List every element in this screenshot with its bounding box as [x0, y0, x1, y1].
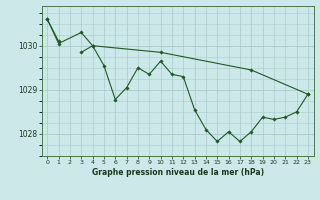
X-axis label: Graphe pression niveau de la mer (hPa): Graphe pression niveau de la mer (hPa) [92, 168, 264, 177]
